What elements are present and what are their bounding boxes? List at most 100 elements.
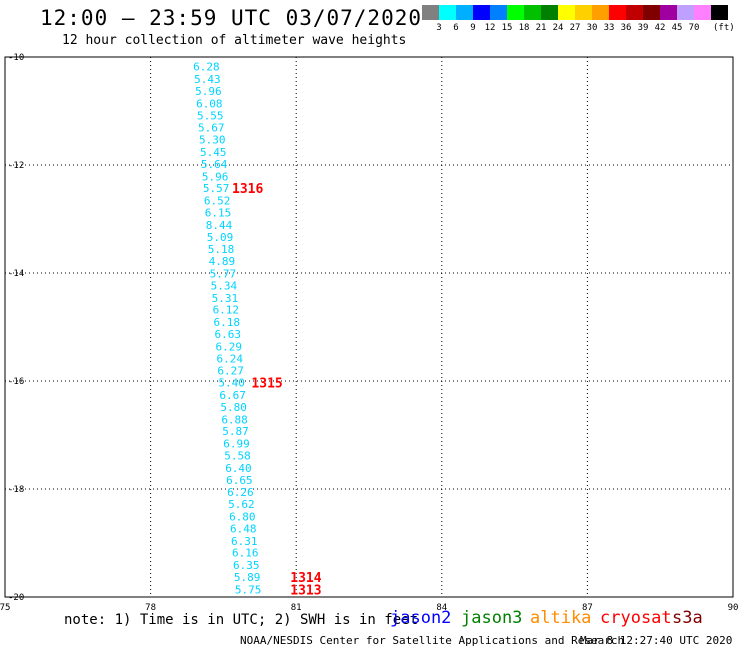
color-scale-label: 21: [535, 23, 547, 33]
time-label: 1314: [290, 571, 321, 586]
color-swatch: [422, 5, 439, 20]
wave-height-label: 6.63: [215, 328, 242, 341]
color-swatch: [439, 5, 456, 20]
wave-height-label: 6.52: [204, 195, 231, 208]
color-scale-label: 3: [436, 23, 442, 33]
color-swatch: [694, 5, 711, 20]
color-swatch: [711, 5, 728, 20]
color-swatch: [507, 5, 524, 20]
wave-height-label: 6.80: [229, 511, 256, 524]
legend-item-jason3: jason3: [461, 608, 523, 628]
page-title: 12:00 — 23:59 UTC 03/07/2020: [40, 6, 423, 30]
wave-height-label: 5.77: [210, 268, 237, 281]
color-scale-label: 70: [688, 23, 700, 33]
credit-text: NOAA/NESDIS Center for Satellite Applica…: [240, 634, 625, 647]
lat-tick-label: -18: [8, 485, 24, 495]
color-scale-label: 30: [586, 23, 598, 33]
wave-height-label: 4.89: [209, 255, 236, 268]
color-swatch: [473, 5, 490, 20]
wave-height-label: 5.30: [199, 134, 226, 147]
time-label: 1315: [251, 377, 282, 392]
wave-height-label: 5.55: [197, 109, 224, 122]
color-scale-label: 27: [569, 23, 581, 33]
wave-height-label: 5.67: [198, 122, 225, 135]
wave-height-label: 6.29: [215, 340, 242, 353]
color-scale-label: 15: [501, 23, 513, 33]
wave-height-label: 6.67: [219, 389, 246, 402]
wave-height-label: 5.87: [222, 425, 249, 438]
wave-height-label: 5.31: [212, 292, 239, 305]
wave-height-label: 6.48: [230, 522, 257, 535]
map-frame: [4, 56, 734, 598]
lon-tick-label: 90: [728, 603, 739, 613]
wave-height-label: 5.09: [207, 231, 234, 244]
lat-tick-label: -10: [8, 53, 24, 63]
wave-height-label: 5.43: [194, 73, 221, 86]
wave-height-label: 6.40: [225, 462, 252, 475]
color-scale-label: 42: [654, 23, 666, 33]
lat-tick-label: -20: [8, 593, 24, 603]
color-swatch: [490, 5, 507, 20]
color-scale-label: 24: [552, 23, 564, 33]
wave-height-label: 5.45: [200, 146, 227, 159]
wave-height-label: 6.31: [231, 535, 258, 548]
wave-height-label: 5.89: [234, 571, 261, 584]
legend-item-cryosat: cryosat: [600, 608, 672, 628]
color-swatch: [558, 5, 575, 20]
wave-height-label: 5.58: [224, 450, 251, 463]
legend-item-jason2: jason2: [390, 608, 452, 628]
lat-tick-label: -14: [8, 269, 24, 279]
wave-height-label: 6.16: [232, 547, 259, 560]
time-label: 1316: [232, 182, 263, 197]
lon-tick-label: 81: [291, 603, 302, 613]
color-scale-label: 6: [453, 23, 459, 33]
color-scale-label: 18: [518, 23, 530, 33]
wave-height-label: 5.40: [218, 377, 245, 390]
wave-height-label: 5.96: [202, 170, 229, 183]
wave-height-label: 6.99: [223, 438, 250, 451]
color-swatch: [456, 5, 473, 20]
wave-height-label: 5.75: [235, 583, 262, 596]
color-swatch: [643, 5, 660, 20]
color-swatch: [626, 5, 643, 20]
time-label: 1313: [290, 583, 321, 598]
color-scale-label: 33: [603, 23, 615, 33]
wave-height-label: 8.44: [206, 219, 233, 232]
wave-height-label: 5.34: [211, 279, 238, 292]
lon-tick-label: 75: [0, 603, 10, 613]
color-scale-label: 39: [637, 23, 649, 33]
wave-height-label: 6.26: [227, 486, 254, 499]
wave-height-label: 6.12: [213, 304, 240, 317]
wave-height-label: 6.28: [193, 61, 220, 74]
color-swatch: [524, 5, 541, 20]
wave-height-label: 5.96: [195, 85, 222, 98]
page-subtitle: 12 hour collection of altimeter wave hei…: [62, 33, 407, 48]
lat-tick-label: -12: [8, 161, 24, 171]
wave-height-label: 6.24: [216, 352, 243, 365]
lon-tick-label: 78: [145, 603, 156, 613]
legend-item-altika: altika: [530, 608, 592, 628]
lon-tick-label: 84: [436, 603, 447, 613]
wave-height-label: 6.15: [205, 207, 232, 220]
wave-height-label: 6.18: [214, 316, 241, 329]
color-scale-label: 12: [484, 23, 496, 33]
color-swatch: [541, 5, 558, 20]
wave-height-label: 6.88: [221, 413, 248, 426]
wave-height-label: 5.18: [208, 243, 235, 256]
wave-height-label: 6.35: [233, 559, 260, 572]
color-scale-unit: (ft): [713, 23, 735, 33]
color-swatch: [575, 5, 592, 20]
color-scale-label: 45: [671, 23, 683, 33]
color-scale-label: 9: [470, 23, 476, 33]
wave-height-label: 6.65: [226, 474, 253, 487]
note-text: note: 1) Time is in UTC; 2) SWH is in fe…: [64, 612, 419, 628]
lon-tick-label: 87: [582, 603, 593, 613]
color-scale-label: 36: [620, 23, 632, 33]
color-swatch: [677, 5, 694, 20]
legend-item-s3a: s3a: [672, 608, 703, 628]
color-swatch: [592, 5, 609, 20]
wave-height-label: 5.62: [228, 498, 255, 511]
wave-height-label: 6.27: [217, 365, 244, 378]
wave-height-label: 5.80: [220, 401, 247, 414]
